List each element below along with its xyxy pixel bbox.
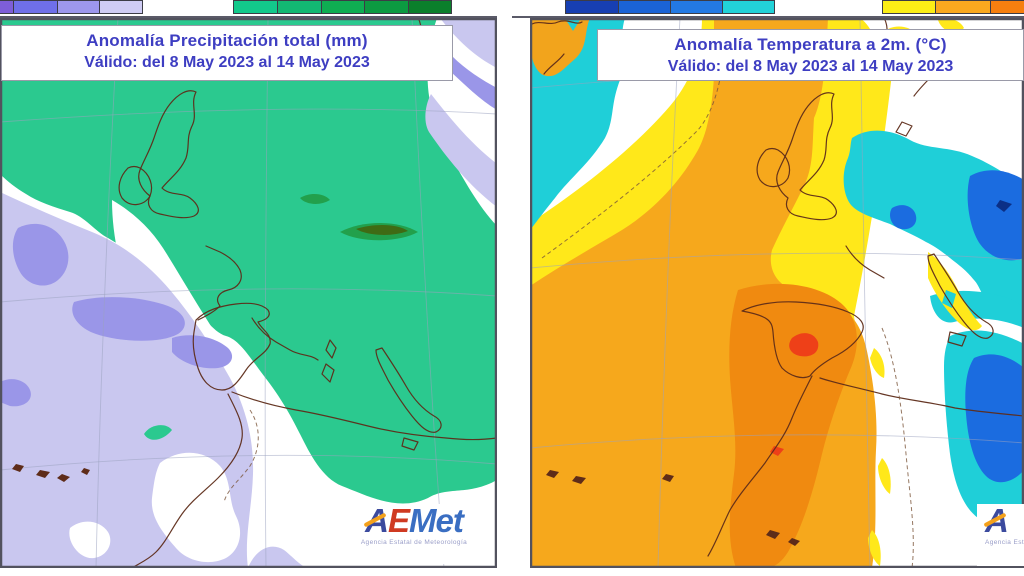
blue-cold-patch-small: [890, 205, 917, 230]
colorbar-cell: [234, 1, 277, 13]
map-frame: [530, 18, 1024, 568]
aemet-letters-met: Met: [409, 502, 464, 539]
graticule-lines: [530, 18, 1024, 568]
aemet-letter-a: A: [363, 502, 389, 539]
purple-northeast-sliver: [449, 56, 497, 110]
colorbar-cell: [408, 1, 452, 13]
lavender-northeast-band: [425, 94, 497, 207]
precipitation-anomaly-map: Anomalía Precipitación total (mm) Válido…: [0, 18, 497, 568]
lavender-bottom-blob: [248, 546, 308, 568]
colorbar-cell: [934, 1, 990, 13]
precip-map-title-box: Anomalía Precipitación total (mm) Válido…: [1, 25, 453, 81]
yellow-sliver-2: [878, 458, 891, 494]
aemet-logo: AEMet Agencia Estatal de Meteorología: [338, 504, 490, 564]
precip-colorbar-negative: [0, 0, 143, 14]
divider-line-left: [0, 16, 497, 18]
blue-cold-patch-east: [967, 170, 1024, 261]
precip-map-validity: Válido: del 8 May 2023 al 14 May 2023: [84, 54, 370, 71]
aemet-logo-text: A: [983, 504, 1024, 539]
colorbar-cell: [364, 1, 409, 13]
graticule-lines: [0, 18, 497, 568]
green-atlas-spot: [144, 425, 172, 440]
colorbar-cell: [989, 1, 1024, 13]
yellow-sliver-1: [870, 348, 885, 378]
colorbar-cell: [566, 1, 618, 13]
purple-blob-iberia-north: [72, 297, 185, 341]
red-hot-spot: [789, 333, 819, 357]
coastlines: [531, 18, 1024, 568]
temp-map-title: Anomalía Temperatura a 2m. (°C): [674, 35, 947, 54]
aemet-letter-e: E: [387, 502, 410, 539]
precip-colorbar-positive: [233, 0, 452, 14]
temp-map-title-box: Anomalía Temperatura a 2m. (°C) Válido: …: [597, 29, 1024, 81]
navy-cold-speck: [996, 200, 1012, 212]
aemet-logo-partial: A Agencia Estatal de Meteorología: [977, 504, 1024, 566]
aemet-tagline: Agencia Estatal de Meteorología: [985, 539, 1024, 546]
yellow-spot-north: [938, 18, 964, 33]
colorbar-cell: [883, 1, 935, 13]
purple-blob-iberia-east: [172, 335, 233, 369]
divider-line-right: [512, 16, 1024, 18]
colorbar-cell: [57, 1, 100, 13]
temperature-map-canvas: [530, 18, 1024, 568]
purple-blob-africa-edge: [0, 379, 31, 407]
colorbar-cell: [12, 1, 58, 13]
aemet-logo-text: AEMet: [338, 504, 490, 538]
colorbar-cell: [276, 1, 321, 13]
temp-colorbar-negative: [565, 0, 775, 14]
precip-map-title: Anomalía Precipitación total (mm): [86, 31, 368, 50]
colorbar-cell: [0, 1, 13, 13]
temperature-anomaly-map: Anomalía Temperatura a 2m. (°C) Válido: …: [530, 18, 1024, 568]
white-hole-in-lavender-small: [69, 521, 111, 559]
aemet-tagline: Agencia Estatal de Meteorología: [360, 539, 468, 546]
red-speck-atlas: [770, 446, 784, 456]
colorbar-cell: [722, 1, 774, 13]
darker-green-alps-core: [356, 225, 408, 235]
map-frame: [0, 18, 497, 568]
colorbar-cell: [669, 1, 723, 13]
white-hole-in-lavender: [151, 452, 241, 563]
purple-blob-west: [12, 223, 69, 286]
green-positive-region: [0, 18, 497, 504]
precipitation-map-canvas: [0, 18, 497, 568]
coastlines: [12, 18, 497, 568]
colorbar-cell: [320, 1, 365, 13]
greenland-orange-tip: [530, 18, 590, 77]
temp-colorbar-positive: [882, 0, 1024, 14]
colorbar-cell: [99, 1, 142, 13]
temp-map-validity: Válido: del 8 May 2023 al 14 May 2023: [667, 58, 954, 75]
aemet-letter-a: A: [983, 504, 1009, 539]
yellow-italy-patch: [928, 252, 982, 331]
dark-green-small-patch: [300, 194, 330, 204]
yellow-sliver-3: [868, 530, 881, 566]
colorbar-cell: [617, 1, 670, 13]
lavender-northeast-corner: [440, 18, 497, 68]
deep-orange-core: [729, 283, 857, 568]
blue-algeria-region: [965, 354, 1024, 483]
